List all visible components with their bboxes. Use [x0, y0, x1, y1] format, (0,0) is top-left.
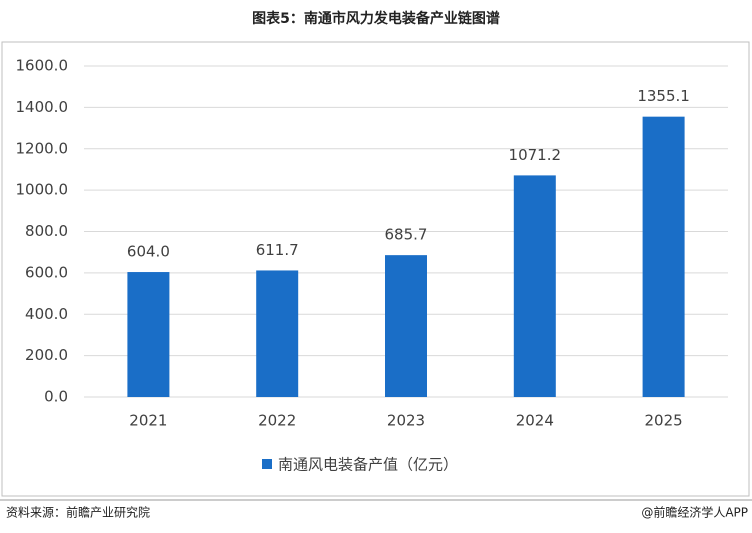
x-tick-label: 2024	[516, 412, 554, 430]
value-label: 685.7	[385, 226, 428, 244]
credit: @前瞻经济学人APP	[641, 505, 748, 520]
bar	[385, 255, 427, 397]
legend-label: 南通风电装备产值（亿元）	[278, 456, 458, 474]
value-label: 1355.1	[637, 87, 690, 105]
y-tick-label: 1600.0	[16, 57, 69, 75]
legend-swatch	[262, 459, 272, 469]
bar	[513, 175, 556, 397]
y-tick-label: 1200.0	[16, 139, 69, 157]
y-tick-label: 200.0	[25, 346, 68, 364]
value-label: 611.7	[256, 241, 299, 259]
source: 资料来源：前瞻产业研究院	[6, 505, 150, 520]
x-tick-label: 2023	[387, 412, 425, 430]
bar	[256, 270, 299, 397]
y-tick-label: 400.0	[25, 305, 68, 323]
y-tick-label: 0.0	[44, 388, 68, 406]
value-label: 1071.2	[509, 146, 562, 164]
y-tick-label: 1000.0	[16, 181, 69, 199]
x-tick-label: 2025	[645, 412, 683, 430]
value-label: 604.0	[127, 243, 170, 261]
y-tick-label: 800.0	[25, 222, 68, 240]
x-tick-label: 2022	[258, 412, 296, 430]
x-tick-label: 2021	[129, 412, 167, 430]
chart-title: 图表5：南通市风力发电装备产业链图谱	[252, 10, 500, 27]
y-tick-label: 1400.0	[16, 98, 69, 116]
y-tick-label: 600.0	[25, 263, 68, 281]
bar	[642, 116, 685, 397]
chart-frame	[1, 41, 750, 497]
bar	[127, 272, 170, 397]
